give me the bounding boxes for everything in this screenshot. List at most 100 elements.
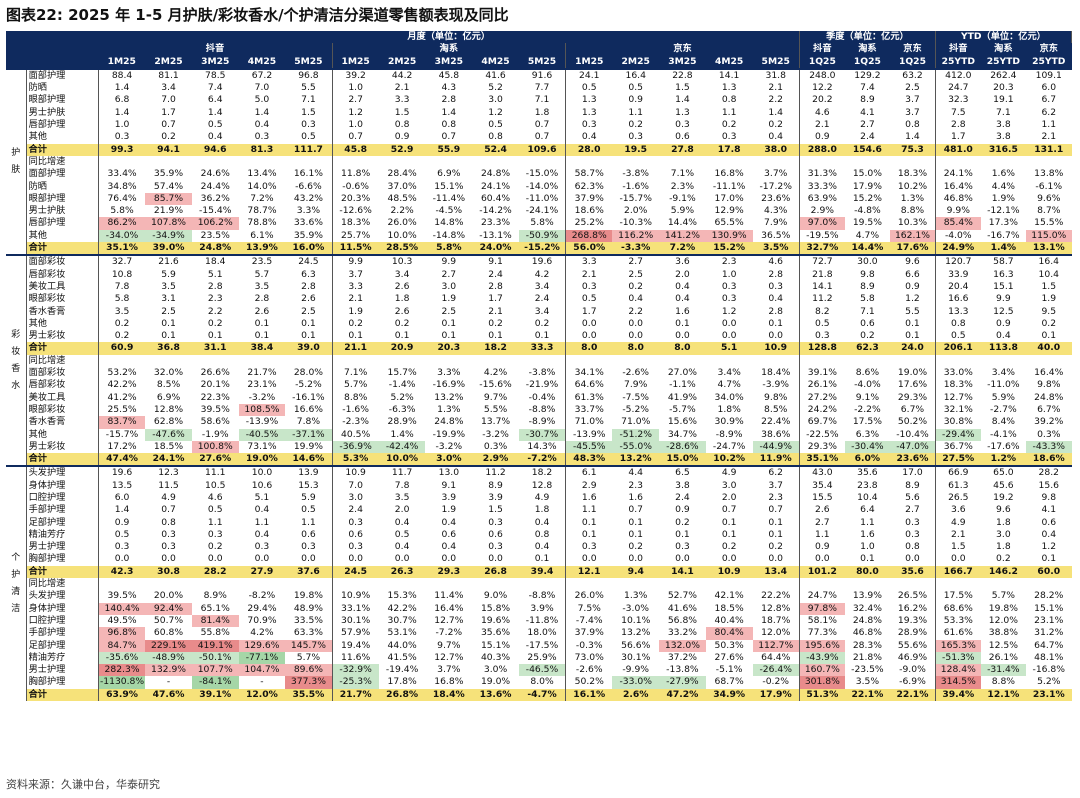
cell: 0.3 [114, 131, 130, 143]
cell: 11.5 [158, 479, 179, 491]
cell: 4.1 [860, 106, 875, 118]
cell: 16.8% [714, 168, 744, 180]
cell: 0.3 [254, 541, 270, 553]
cell: 0.0 [581, 330, 597, 342]
cell: 0.1 [488, 330, 503, 342]
cell [981, 355, 1026, 367]
cell: 39.5% [107, 590, 137, 602]
yoy-row: 精油芳疗 -35.6% -48.9% -50.1% -77.1% 5.7% 11.6% 41.… [6, 651, 1072, 665]
cell: 78.5 [191, 67, 239, 83]
cell: 23.1% [1034, 614, 1064, 626]
header-channel-8: 淘系 [980, 43, 1027, 56]
cell: 40.3% [480, 651, 511, 663]
cell: -5.1% [715, 664, 743, 676]
cell: 5.9% [991, 391, 1016, 403]
cell: 0.1 [581, 516, 597, 528]
cell: 4.2% [250, 627, 274, 639]
row-label: 合计 [26, 453, 99, 467]
cell: 22.1% [890, 688, 936, 702]
cell: 3.4% [991, 367, 1016, 379]
cell: 91.6 [518, 67, 567, 83]
cell: 5.9% [670, 205, 695, 217]
header-channel-3: 京东 [565, 43, 800, 56]
cell: 1.9 [1041, 293, 1057, 305]
value-row: 唇部彩妆 10.8 5.9 5.1 5.7 6.3 3.7 3.4 2.7 2.4 4.2 2.1 2.… [6, 268, 1072, 281]
cell: 16.4% [943, 180, 973, 192]
cell: 1.1 [581, 504, 597, 516]
cell: 141.2% [659, 229, 706, 243]
row-label: 男士护肤 [26, 205, 99, 218]
cell: -51.3% [935, 651, 981, 665]
cell: 5.7% [285, 651, 333, 665]
cell: -34.9% [145, 229, 192, 243]
cell: 1.8 [394, 293, 410, 305]
data-table-wrapper: 月度（单位：亿元） 季度（单位：亿元） YTD（单位：亿元） 抖音 淘系 京东 抖音 淘系 京东… [6, 31, 1073, 702]
cell: 3.0% [425, 453, 473, 467]
cell: -3.8% [518, 367, 567, 380]
section-label-1: 护 肤 [6, 67, 27, 256]
cell: 0.0 [628, 330, 644, 342]
cell: 109.1 [1026, 67, 1072, 83]
cell [890, 155, 936, 169]
cell: 60.9 [98, 342, 146, 355]
cell: -22.5% [806, 428, 839, 440]
total-row: 合计 42.3 30.8 28.2 27.9 37.6 24.5 26.3 29.3 26.8 39… [6, 565, 1072, 579]
cell: 8.7% [1037, 205, 1061, 217]
cell: 14.4% [844, 242, 891, 256]
cell: 0.1 [675, 528, 690, 540]
cell: 0.5 [628, 82, 644, 94]
cell: 1.0 [860, 541, 875, 553]
cell: 16.1% [565, 688, 613, 702]
cell: 26.3 [378, 565, 426, 579]
row-label: 防晒 [26, 82, 99, 95]
cell [192, 355, 239, 367]
value-row: 护 肤面部护理 88.4 81.1 78.5 67.2 96.8 39.2 44.2 45.8 4… [6, 67, 1072, 256]
cell: 22.1% [844, 688, 891, 702]
cell: 41.2% [107, 391, 137, 403]
cell: -44.9% [752, 440, 800, 454]
cell: -10.4% [890, 428, 936, 441]
cell: 0.4 [394, 541, 410, 553]
cell: -13.1% [479, 229, 512, 241]
cell: 0.4 [581, 131, 597, 143]
cell: 2.4 [488, 268, 503, 280]
cell [890, 578, 936, 591]
cell: 0.7 [161, 504, 176, 516]
cell: -11.8% [518, 614, 567, 628]
cell: 14.3% [518, 440, 567, 454]
cell: 1.8% [717, 403, 741, 415]
row-label: 合计 [26, 143, 99, 156]
cell: 2.7 [860, 119, 875, 131]
cell: 39.0 [285, 342, 333, 355]
cell: 18.3% [890, 168, 936, 181]
cell: 0.1 [518, 553, 567, 566]
cell: 1.9 [441, 293, 457, 305]
cell: 0.2 [488, 317, 503, 329]
cell: 24.0 [890, 342, 936, 355]
cell: 0.0 [441, 553, 457, 565]
row-label: 男士彩妆 [26, 440, 99, 454]
cell: 0.0 [752, 330, 800, 343]
row-label: 美妆工具 [26, 391, 99, 404]
cell: 30.0 [844, 254, 891, 269]
cell: 1.5 [285, 106, 333, 120]
cell: -17.6% [987, 440, 1020, 452]
cell: -15.0% [518, 168, 567, 181]
cell: 34.0% [714, 391, 744, 403]
cell: 3.8 [675, 479, 690, 491]
cell: 1.5 [675, 82, 690, 94]
cell: 0.3 [815, 330, 830, 342]
cell: 14.1 [705, 67, 753, 83]
cell [98, 578, 145, 590]
cell: 18.6% [1026, 453, 1072, 467]
cell: 28.2 [1026, 465, 1072, 480]
row-label: 合计 [26, 342, 99, 355]
cell: 0.2 [721, 119, 737, 131]
cell: 0.9 [628, 94, 644, 106]
cell: 85.7% [145, 192, 192, 206]
cell: 78.8% [247, 217, 277, 229]
cell: 24.5 [285, 254, 333, 269]
cell: 35.6 [844, 465, 891, 480]
cell: 83.7% [98, 416, 146, 429]
cell [425, 156, 472, 168]
